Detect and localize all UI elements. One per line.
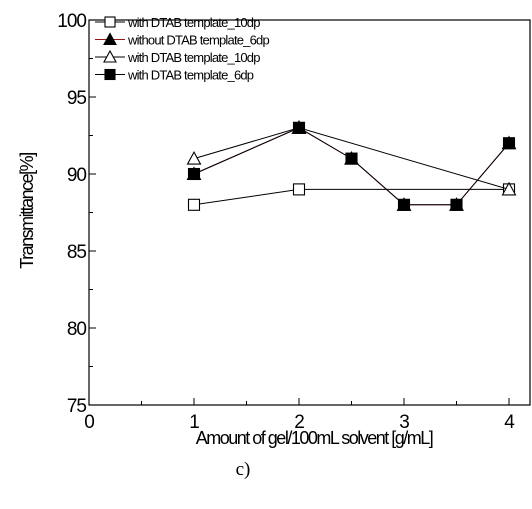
legend-marker <box>104 68 116 81</box>
series-line <box>193 127 510 206</box>
series-2 <box>186 120 517 211</box>
y-tick-label: 90 <box>67 165 87 186</box>
legend-label: with DTAB template_6dp <box>127 68 254 83</box>
data-point <box>501 181 517 196</box>
legend-label: without DTAB template_6dp <box>127 33 269 48</box>
x-tick-label: 3 <box>399 412 409 433</box>
legend-marker <box>104 16 116 28</box>
y-tick-label: 75 <box>67 396 87 417</box>
x-tick-label: 2 <box>294 412 304 433</box>
legend-label: with DTAB template_10dp <box>127 15 260 30</box>
x-tick-label: 1 <box>189 412 199 433</box>
y-tick-label: 85 <box>67 242 87 263</box>
data-point <box>502 137 516 150</box>
legend-marker <box>103 49 117 63</box>
y-axis-title: Transmittance[%] <box>17 153 37 269</box>
legend-entry: with DTAB template_6dp <box>95 68 255 83</box>
data-point <box>186 150 202 165</box>
data-point <box>345 152 358 165</box>
legend-entry: without DTAB template_6dp <box>95 32 270 48</box>
y-tick-label: 100 <box>57 11 86 32</box>
series-layer <box>186 120 517 211</box>
data-point <box>292 183 306 196</box>
series-1 <box>187 183 516 211</box>
data-point <box>397 198 411 211</box>
y-tick-label: 95 <box>67 88 87 109</box>
legend-entry: with DTAB template_10dp <box>95 15 261 30</box>
series-4 <box>187 121 516 211</box>
x-axis-title: Amount of gel/100mL solvent [g/mL] <box>196 428 433 448</box>
data-point <box>187 167 201 181</box>
y-tick-label: 80 <box>67 319 87 340</box>
axes: 0 1 2 3 4 75 80 85 90 95 100 <box>57 11 531 433</box>
legend-marker <box>103 32 117 46</box>
legend-entry: with DTAB template_10dp <box>95 49 261 65</box>
data-point <box>292 121 306 134</box>
figure-caption: c) <box>236 459 251 480</box>
legend-label: with DTAB template_10dp <box>127 50 260 65</box>
x-tick-label: 4 <box>504 412 515 433</box>
data-point <box>187 198 201 211</box>
series-line <box>193 127 510 206</box>
x-tick-label: 0 <box>84 412 94 433</box>
data-point <box>450 198 463 211</box>
